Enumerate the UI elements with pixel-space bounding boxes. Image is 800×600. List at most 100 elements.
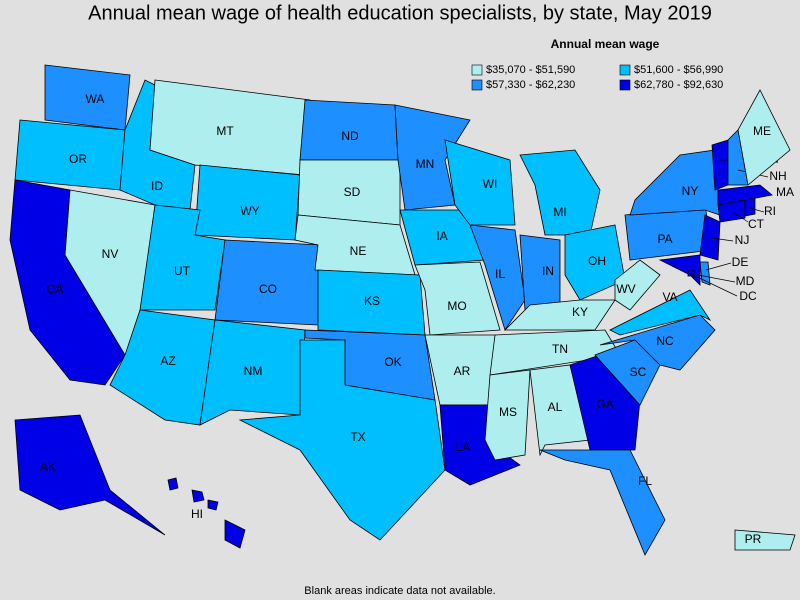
state-area — [717, 199, 746, 223]
state-label: MD — [736, 274, 755, 288]
legend-label: $62,780 - $92,630 — [634, 79, 723, 91]
state-area — [564, 224, 626, 301]
state-label: MO — [447, 299, 466, 313]
state-area — [658, 254, 701, 286]
state-label: FL — [638, 474, 652, 488]
state-area — [699, 214, 721, 261]
state-label: MS — [499, 405, 517, 419]
legend-label: $51,600 - $56,990 — [634, 64, 723, 76]
state-label: WA — [86, 92, 105, 106]
state-label: CT — [748, 217, 765, 231]
state-label: OK — [384, 355, 401, 369]
state-label: CO — [259, 282, 277, 296]
footnote: Blank areas indicate data not available. — [304, 585, 495, 597]
state-area — [14, 414, 166, 536]
state-label: NM — [244, 364, 263, 378]
state-area — [504, 299, 616, 331]
state-label: SC — [630, 365, 647, 379]
legend-title: Annual mean wage — [551, 37, 660, 51]
state-label: AR — [454, 364, 471, 378]
state-area — [414, 261, 501, 336]
state-label: OR — [69, 152, 87, 166]
legend-label: $35,070 - $51,590 — [486, 64, 575, 76]
state-label: ID — [151, 179, 163, 193]
state-area — [484, 369, 531, 461]
state-label: TN — [552, 342, 568, 356]
state-label: NV — [102, 247, 119, 261]
state-area — [194, 164, 301, 241]
state-area — [717, 184, 773, 206]
state-label: AZ — [160, 354, 175, 368]
state-label: GA — [596, 397, 613, 411]
state-label: NJ — [735, 233, 750, 247]
legend-swatch — [619, 79, 631, 91]
leader-line — [697, 274, 736, 283]
state-label: WI — [483, 177, 498, 191]
state-label: CA — [47, 282, 64, 296]
state-area — [699, 261, 711, 286]
legend-swatch — [619, 64, 631, 76]
state-area — [734, 529, 796, 551]
leader-line — [690, 273, 738, 297]
leader-line — [705, 262, 732, 271]
state-area — [629, 149, 721, 216]
state-area — [469, 224, 526, 331]
state-label: AK — [40, 460, 56, 474]
legend-label: $57,330 - $62,230 — [486, 79, 575, 91]
state-label: MI — [553, 205, 566, 219]
state-area — [614, 259, 661, 311]
state-area — [199, 319, 306, 426]
state-label: ME — [753, 124, 771, 138]
state-label: WY — [240, 204, 259, 218]
state-label: PR — [745, 532, 762, 546]
state-area — [444, 139, 516, 226]
state-label: UT — [174, 264, 191, 278]
state-area — [539, 449, 666, 556]
legend-swatch — [471, 64, 483, 76]
state-label: SD — [344, 185, 361, 199]
leader-line — [732, 211, 749, 223]
legend-swatch — [471, 79, 483, 91]
state-label: HI — [191, 507, 203, 521]
state-label: NE — [350, 244, 367, 258]
state-label: IA — [436, 229, 447, 243]
state-area — [191, 489, 205, 503]
state-label: OH — [588, 254, 606, 268]
state-label: PA — [657, 232, 672, 246]
state-label: NC — [656, 334, 674, 348]
state-area — [744, 197, 756, 217]
state-label: ND — [341, 129, 359, 143]
state-area — [737, 89, 791, 186]
map-title: Annual mean wage of health education spe… — [88, 2, 712, 24]
state-label: WV — [616, 282, 635, 296]
state-area — [609, 289, 712, 336]
state-label: LA — [456, 440, 471, 454]
state-area — [167, 477, 179, 491]
state-label: KY — [572, 305, 588, 319]
leader-line — [711, 237, 734, 242]
state-label: DC — [739, 289, 757, 303]
leader-line — [749, 207, 765, 213]
state-label: AL — [548, 400, 563, 414]
state-label: IN — [542, 264, 554, 278]
state-area — [711, 139, 729, 191]
state-label: RI — [764, 204, 776, 218]
state-label: DE — [732, 255, 749, 269]
state-area — [569, 354, 641, 451]
state-area — [519, 149, 601, 236]
state-label: VA — [662, 290, 677, 304]
state-label: TX — [350, 430, 365, 444]
state-label: KS — [364, 294, 380, 308]
state-area — [224, 519, 246, 549]
state-area — [294, 214, 416, 276]
state-label: NH — [769, 169, 786, 183]
state-label: MN — [416, 157, 435, 171]
state-label: MA — [776, 185, 794, 199]
state-label: MT — [216, 124, 234, 138]
state-area — [207, 499, 219, 511]
state-label: IL — [495, 267, 505, 281]
state-label: NY — [682, 184, 699, 198]
state-area — [238, 339, 446, 541]
state-area — [519, 234, 561, 311]
